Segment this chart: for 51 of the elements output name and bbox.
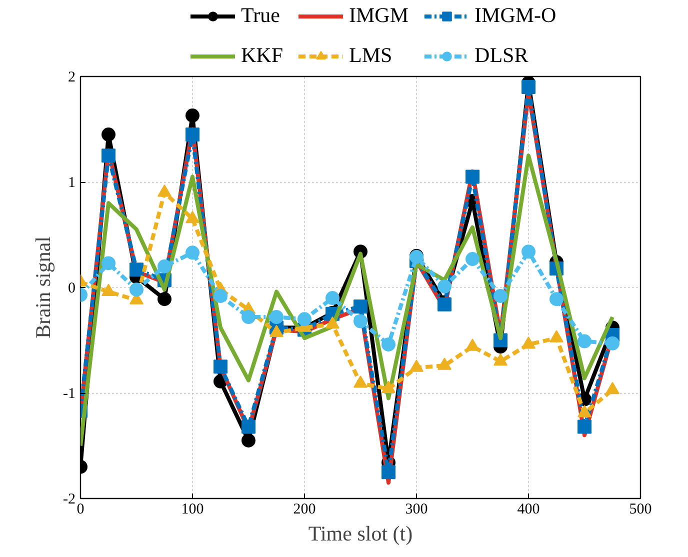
point (382, 465, 396, 480)
point (186, 128, 200, 142)
point (158, 292, 172, 306)
point (158, 259, 172, 274)
point (102, 148, 116, 163)
point (102, 256, 116, 270)
point (326, 291, 340, 306)
point (186, 108, 200, 123)
legend-label: LMS (349, 43, 392, 68)
x-axis-title: Time slot (t) (308, 522, 413, 546)
point (242, 420, 256, 434)
point (354, 314, 368, 328)
point (494, 288, 508, 303)
point (466, 170, 480, 184)
point (522, 244, 536, 259)
point (214, 360, 228, 374)
point (354, 299, 368, 314)
x-tick-label: 200 (293, 502, 316, 518)
point (606, 336, 620, 350)
point (242, 310, 256, 324)
line-series (80, 154, 614, 448)
legend-label: KKF (241, 43, 284, 68)
y-tick-label: -1 (63, 386, 76, 402)
legend-label: True (241, 3, 280, 28)
x-tick-label: 100 (181, 502, 204, 518)
legend-label: IMGM-O (474, 3, 556, 28)
point (186, 246, 200, 260)
y-axis-title: Brain signal (31, 236, 56, 339)
y-tick-label: 2 (68, 70, 76, 86)
point (130, 262, 144, 277)
point (242, 433, 256, 448)
point (522, 80, 536, 94)
y-tick-label: -2 (63, 492, 76, 508)
point (438, 279, 452, 294)
legend-label: IMGM (349, 3, 409, 28)
x-tick-label: 400 (517, 502, 540, 518)
point (102, 128, 116, 142)
y-tick-label: 0 (68, 280, 76, 296)
x-tick-label: 500 (629, 502, 652, 518)
point (382, 337, 396, 352)
point (578, 334, 592, 348)
y-tick-label: 1 (68, 175, 76, 191)
point (298, 312, 312, 326)
x-tick-label: 300 (405, 502, 428, 518)
point (270, 310, 284, 324)
point (214, 288, 228, 303)
point (578, 420, 592, 434)
point (130, 282, 144, 297)
legend-label: DLSR (474, 43, 528, 68)
point (550, 292, 564, 306)
point (466, 252, 480, 266)
